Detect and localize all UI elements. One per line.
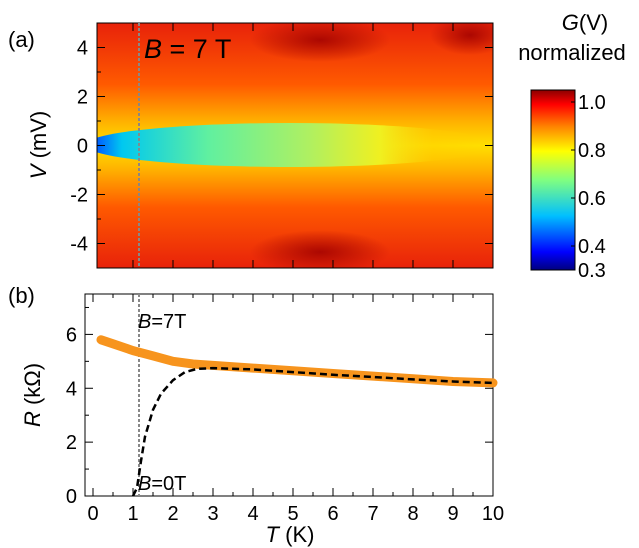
colorbar: G(V) normalized 0.30.4 0.6 0.8 1.0 bbox=[518, 10, 626, 282]
panel-a: (a) B = 7 T -4 -2 0 2 4 V (mV) bbox=[8, 22, 494, 269]
xtick-label-b: 1 bbox=[127, 503, 138, 525]
ytick-label-a: 4 bbox=[77, 38, 88, 60]
xtick-label-b: 8 bbox=[407, 503, 418, 525]
heatmap-zero-bias-band bbox=[97, 123, 493, 167]
xtick-label-b: 5 bbox=[287, 503, 298, 525]
series-b-0t-line bbox=[131, 366, 494, 497]
colorbar-tick-label: 0.4 bbox=[578, 236, 606, 258]
ytick-label-b: 0 bbox=[66, 486, 77, 508]
series-b-7t-line bbox=[96, 335, 498, 388]
ytick-labels-a: -4 -2 0 2 4 bbox=[70, 38, 88, 256]
xtick-label-b: 10 bbox=[482, 503, 504, 525]
ytick-label-b: 2 bbox=[66, 432, 77, 454]
colorbar-title: G(V) bbox=[562, 10, 608, 35]
xtick-label-b: 6 bbox=[327, 503, 338, 525]
colorbar-tick-label: 1.0 bbox=[578, 92, 606, 114]
plot-frame-b bbox=[84, 293, 494, 497]
colorbar-gradient bbox=[530, 89, 576, 271]
ytick-label-a: 0 bbox=[77, 136, 88, 158]
ticks-a bbox=[97, 22, 494, 269]
field-annotation: B = 7 T bbox=[144, 34, 231, 64]
x-axis-label-b: T (K) bbox=[266, 522, 315, 547]
colorbar-subtitle: normalized bbox=[518, 40, 626, 65]
ytick-label-a: 2 bbox=[77, 87, 88, 109]
y-axis-label-b: R (kΩ) bbox=[20, 363, 45, 427]
colorbar-tick-label: 0.8 bbox=[578, 140, 606, 162]
ytick-label-a: -4 bbox=[70, 234, 88, 256]
ytick-label-a: -2 bbox=[70, 185, 88, 207]
xtick-label-b: 0 bbox=[87, 503, 98, 525]
series-label-7t: B=7T bbox=[138, 311, 186, 333]
colorbar-tick-label: 0.3 bbox=[578, 260, 606, 282]
colorbar-tick-label: 0.6 bbox=[578, 188, 606, 210]
xtick-label-b: 2 bbox=[167, 503, 178, 525]
xtick-label-b: 4 bbox=[247, 503, 258, 525]
heatmap-hot-region-corner bbox=[430, 23, 493, 55]
heatmap-hot-region-top bbox=[250, 23, 390, 62]
ytick-label-b: 4 bbox=[66, 378, 77, 400]
y-axis-label-a: V (mV) bbox=[26, 111, 51, 179]
panel-label-a: (a) bbox=[8, 27, 35, 52]
heatmap-hot-region-bottom bbox=[250, 230, 390, 268]
ytick-labels-b: 0 2 4 6 bbox=[66, 324, 77, 508]
colorbar-ticks: 0.30.4 0.6 0.8 1.0 bbox=[571, 92, 606, 282]
heatmap bbox=[97, 23, 493, 268]
panel-label-b: (b) bbox=[8, 283, 35, 308]
xtick-label-b: 7 bbox=[367, 503, 378, 525]
xtick-label-b: 3 bbox=[207, 503, 218, 525]
xtick-labels-b: 0 1 2 3 4 5 6 7 8 9 10 bbox=[87, 503, 504, 525]
series-label-0t: B=0T bbox=[138, 473, 186, 495]
panel-b: (b) B=7T B=0T 0 2 4 6 0 1 2 3 4 5 6 7 8 9 10 R (kΩ) T… bbox=[8, 283, 504, 547]
xtick-label-b: 9 bbox=[447, 503, 458, 525]
ytick-label-b: 6 bbox=[66, 324, 77, 346]
